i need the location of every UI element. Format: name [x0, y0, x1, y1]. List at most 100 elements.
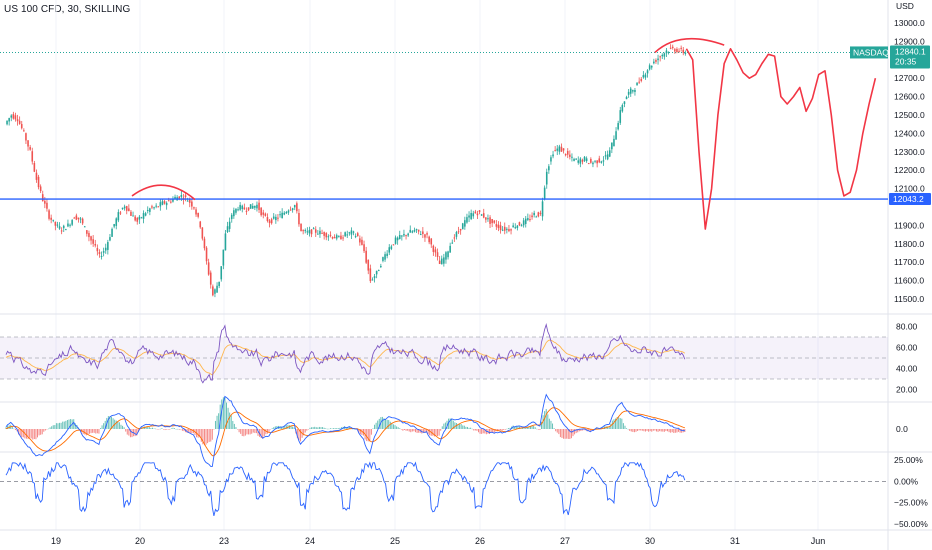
candle-body	[254, 205, 256, 208]
macd-histogram-bar	[466, 426, 468, 429]
macd-histogram-bar	[33, 429, 35, 440]
macd-histogram-bar	[177, 428, 179, 430]
macd-histogram-bar	[311, 427, 313, 429]
support-tag	[889, 193, 931, 206]
candle-body	[300, 223, 302, 231]
macd-line	[5, 393, 685, 467]
time-axis[interactable]: 19 20 23 24 25 26 27 30 31 Jun	[51, 536, 825, 546]
macd-histogram-bar	[632, 429, 634, 432]
price-axis[interactable]: USD13000.012900.012800.012700.012600.012…	[850, 1, 931, 529]
macd-histogram-bar	[550, 420, 552, 429]
macd-histogram-bar	[255, 429, 257, 434]
macd-histogram-bar	[309, 427, 311, 429]
macd-histogram-bar	[210, 429, 212, 442]
macd-histogram-bar	[57, 423, 59, 429]
macd-histogram-bar	[374, 424, 376, 429]
macd-histogram-bar	[150, 428, 152, 429]
macd-histogram-bar	[317, 427, 319, 429]
candle-body	[88, 233, 90, 238]
candle-body	[151, 206, 153, 208]
macd-histogram-bar	[289, 425, 290, 429]
time-tick-label: 27	[560, 536, 570, 546]
macd-histogram-bar	[205, 429, 207, 445]
arc-drawing	[654, 37, 725, 54]
candle-body	[92, 239, 94, 244]
symbol-tag	[850, 46, 888, 59]
macd-histogram-bar	[293, 427, 295, 429]
candle-body	[251, 206, 254, 209]
candle-body	[279, 214, 281, 216]
macd-histogram-bar	[366, 429, 368, 442]
drawings[interactable]	[0, 37, 888, 230]
macd-histogram-bar	[446, 420, 448, 429]
candle-body	[44, 200, 46, 204]
candle-body	[29, 147, 31, 150]
macd-histogram-bar	[164, 429, 166, 431]
candle-body	[659, 56, 661, 58]
candle-body	[445, 252, 447, 260]
candle-body	[104, 247, 107, 251]
candle-body	[359, 238, 361, 243]
candle-body	[123, 206, 126, 209]
candle-body	[16, 119, 19, 122]
price-tick-label: 11600.0	[894, 276, 924, 286]
macd-histogram-bar	[96, 429, 98, 434]
macd-histogram-bar	[27, 429, 29, 439]
candle-body	[214, 289, 216, 294]
macd-histogram-bar	[348, 426, 350, 429]
macd-histogram-bar	[14, 429, 16, 431]
rsi-tick-label: 40.00	[896, 364, 918, 374]
candle-body	[407, 233, 409, 236]
candle-body	[401, 235, 403, 237]
macd-histogram-bar	[566, 429, 568, 439]
candle-body	[375, 270, 378, 275]
macd-tick-label: 0.0	[896, 424, 908, 434]
macd-histogram-bar	[300, 429, 302, 442]
macd-histogram-bar	[359, 429, 361, 435]
macd-histogram-bar	[73, 419, 75, 429]
macd-histogram-bar	[654, 429, 656, 431]
macd-histogram-bar	[128, 429, 130, 436]
macd-histogram-bar	[337, 428, 339, 429]
candle-body	[348, 232, 351, 234]
macd-histogram-bar	[22, 429, 24, 438]
candle-body	[415, 229, 418, 231]
macd-histogram-bar	[151, 427, 153, 429]
macd-histogram-bar	[482, 429, 484, 434]
candle-body	[262, 212, 265, 215]
candle-body	[461, 223, 464, 230]
macd-histogram-bar	[655, 429, 657, 432]
macd-histogram-bar	[405, 429, 407, 431]
macd-histogram-bar	[249, 429, 251, 435]
projection-drawing	[685, 47, 877, 230]
macd-histogram-bar	[426, 429, 428, 432]
price-tick-label: 11700.0	[894, 257, 924, 267]
macd-histogram-bar	[7, 425, 9, 429]
candle-body	[41, 194, 44, 202]
candle-body	[224, 233, 227, 251]
candle-body	[590, 158, 592, 163]
candle-body	[642, 75, 645, 78]
macd-histogram-bar	[90, 429, 92, 434]
candle-body	[155, 205, 157, 207]
candle-body	[474, 211, 477, 214]
macd-histogram-bar	[265, 429, 267, 435]
macd-histogram-bar	[504, 429, 506, 430]
macd-histogram-bar	[326, 428, 328, 430]
candle-body	[558, 146, 561, 152]
candle-body	[392, 244, 395, 246]
macd-histogram-bar	[214, 420, 216, 429]
macd-histogram-bar	[465, 426, 467, 429]
candle-body	[245, 210, 248, 212]
candle-body	[319, 230, 321, 235]
macd-histogram-bar	[648, 429, 650, 432]
indicator-bands	[0, 336, 888, 380]
candle-body	[287, 210, 290, 213]
candle-body	[579, 158, 582, 164]
macd-histogram-bar	[276, 425, 278, 429]
candle-body	[560, 146, 563, 152]
candle-body	[350, 230, 353, 235]
macd-histogram-bar	[40, 429, 42, 435]
currency-label: USD	[896, 1, 914, 11]
